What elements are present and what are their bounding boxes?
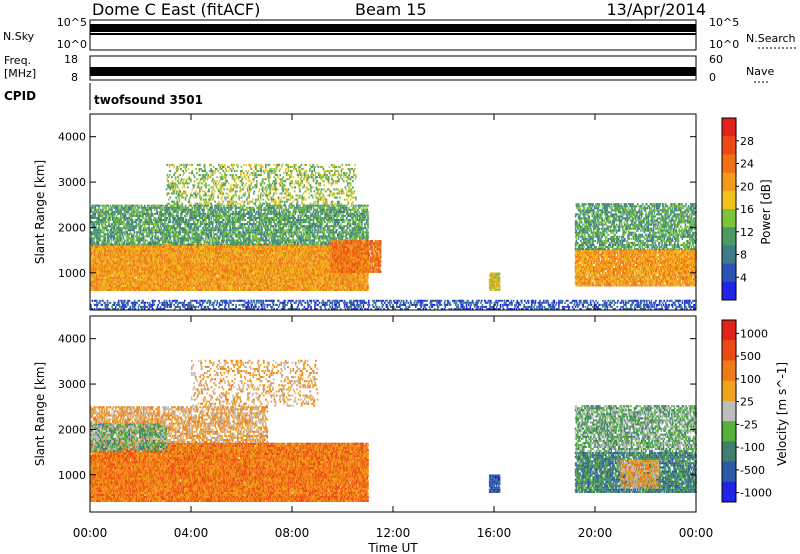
- echo-cell: [98, 262, 100, 264]
- echo-cell: [111, 287, 113, 289]
- nave-label: Nave: [746, 65, 774, 78]
- echo-cell: [113, 277, 115, 279]
- echo-cell: [96, 287, 98, 289]
- echo-cell: [114, 289, 116, 291]
- echo-cell: [115, 262, 117, 264]
- echo-cell: [93, 264, 95, 266]
- noise-left-tick-bottom: 10^0: [57, 38, 87, 51]
- echo-cell: [96, 252, 98, 254]
- echo-cell: [113, 281, 115, 283]
- freq-trace: [90, 67, 696, 76]
- echo-cell: [99, 287, 101, 289]
- echo-cell: [104, 252, 106, 254]
- echo-cell: [111, 277, 113, 279]
- echo-cell: [104, 277, 106, 279]
- echo-cell: [105, 287, 107, 289]
- echo-cell: [126, 250, 128, 252]
- echo-cell: [94, 277, 96, 279]
- echo-cell: [115, 258, 117, 260]
- noise-right-tick-top: 10^5: [709, 16, 739, 29]
- noise-panel: N.Sky 10^5 10^0 10^5 10^0 N.Search: [3, 16, 797, 51]
- power-echo-field: [90, 164, 697, 310]
- echo-cell: [123, 289, 125, 291]
- freq-panel: Freq. [MHz] 18 8 60 0 Nave: [4, 53, 774, 84]
- echo-cell: [111, 275, 113, 277]
- echo-cell: [94, 266, 96, 268]
- echo-cell: [97, 275, 99, 277]
- echo-cell: [100, 254, 102, 256]
- echo-cell: [107, 252, 109, 254]
- echo-cell: [125, 277, 127, 279]
- noise-left-tick-top: 10^5: [57, 16, 87, 29]
- echo-cell: [94, 281, 96, 283]
- date-title: 13/Apr/2014: [606, 0, 706, 19]
- echo-cell: [93, 279, 95, 281]
- freq-label-2: [MHz]: [4, 67, 36, 80]
- cpid-program: twofsound 3501: [94, 93, 203, 107]
- echo-cell: [92, 262, 94, 264]
- cpid-row: CPID twofsound 3501: [4, 83, 203, 110]
- freq-label-1: Freq.: [4, 54, 31, 67]
- cpid-label: CPID: [4, 89, 36, 103]
- beam-title: Beam 15: [355, 0, 427, 19]
- echo-cell: [107, 256, 109, 258]
- echo-cell: [92, 279, 94, 281]
- echo-cell: [109, 258, 111, 260]
- echo-cell: [101, 275, 103, 277]
- noise-search-trace: [90, 33, 696, 35]
- freq-left-tick-top: 18: [64, 53, 78, 66]
- echo-cell: [113, 271, 115, 273]
- echo-cell: [114, 264, 116, 266]
- noise-sky-trace: [90, 24, 696, 32]
- echo-cell: [117, 254, 119, 256]
- echo-cell: [98, 281, 100, 283]
- echo-cell: [118, 260, 120, 262]
- station-title: Dome C East (fitACF): [92, 0, 260, 19]
- echo-cell: [91, 254, 93, 256]
- echo-cell: [126, 260, 128, 262]
- rti-plot: Dome C East (fitACF) Beam 15 13/Apr/2014…: [0, 0, 800, 554]
- echo-cell: [111, 264, 113, 266]
- echo-cell: [120, 275, 122, 277]
- echo-cell: [106, 248, 108, 250]
- freq-right-tick-top: 60: [709, 53, 723, 66]
- echo-cell: [122, 246, 124, 248]
- freq-right-tick-bottom: 0: [709, 71, 716, 84]
- echo-cell: [122, 262, 124, 264]
- echo-cell: [92, 277, 94, 279]
- echo-cell: [115, 269, 117, 271]
- echo-cell: [118, 262, 120, 264]
- echo-cell: [107, 258, 109, 260]
- echo-cell: [123, 275, 125, 277]
- echo-cell: [102, 260, 104, 262]
- echo-cell: [126, 262, 128, 264]
- echo-cell: [92, 256, 94, 258]
- noise-right-tick-bottom: 10^0: [709, 38, 739, 51]
- power-panel: 1000200030004000 Slant Range [km] 481216…: [33, 114, 773, 310]
- echo-cell: [117, 277, 119, 279]
- noise-sky-label: N.Sky: [3, 30, 35, 43]
- echo-cell: [101, 248, 103, 250]
- echo-cell: [101, 281, 103, 283]
- echo-cell: [103, 273, 105, 275]
- noise-search-label: N.Search: [746, 32, 796, 45]
- freq-left-tick-bottom: 8: [71, 71, 78, 84]
- echo-cell: [117, 281, 119, 283]
- echo-cell: [120, 277, 122, 279]
- echo-cell: [94, 275, 96, 277]
- echo-cell: [105, 254, 107, 256]
